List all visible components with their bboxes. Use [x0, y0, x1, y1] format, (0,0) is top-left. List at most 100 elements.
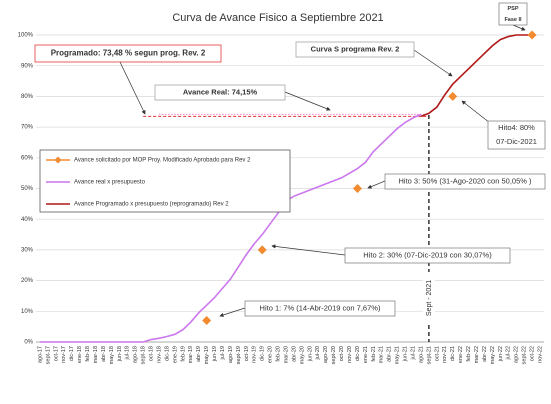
annotation-arrow — [271, 244, 346, 256]
x-tick-label: nov-17 — [61, 346, 67, 363]
x-tick-label: mar-20 — [283, 346, 289, 363]
x-tick-label: jul-20 — [315, 346, 321, 360]
annotation-arrow — [413, 49, 453, 77]
milestone-marker — [527, 30, 537, 40]
x-tick-label: abr-19 — [196, 346, 202, 362]
annotation-box — [384, 173, 546, 190]
vertical-line-label: Sept - 2021 — [426, 280, 433, 316]
x-tick-label: dic-17 — [69, 346, 75, 361]
annotation-arrow — [367, 180, 386, 189]
annotation-box — [487, 120, 546, 150]
x-tick-label: jun-18 — [117, 346, 123, 362]
legend-box — [39, 149, 291, 213]
x-tick-label: ene-20 — [268, 346, 274, 363]
x-tick-label: jul-21 — [410, 346, 416, 360]
x-tick-label: sept-22 — [522, 346, 528, 364]
x-tick-label: abr-18 — [101, 346, 107, 362]
annotation-arrow — [461, 100, 491, 124]
y-tick-label: 60% — [21, 155, 34, 161]
x-tick-label: oct-18 — [149, 346, 155, 361]
x-tick-label: ago-18 — [133, 346, 139, 363]
y-tick-label: 50% — [21, 186, 34, 192]
x-tick-label: nov-21 — [442, 346, 448, 363]
x-tick-label: jun-19 — [212, 346, 218, 362]
legend-marker — [54, 156, 62, 164]
x-tick-label: ene-18 — [77, 346, 83, 363]
annotation-text: Curva S programa Rev. 2 — [311, 44, 400, 53]
x-tick-label: jul-19 — [220, 346, 226, 360]
y-tick-label: 40% — [21, 217, 34, 223]
annotation-text: Hito 1: 7% (14-Abr-2019 con 7,67%) — [260, 303, 381, 312]
annotation-box — [154, 84, 286, 101]
x-tick-label: jun-22 — [498, 346, 504, 362]
x-tick-label: oct-17 — [53, 346, 59, 361]
x-tick-label: ago-19 — [228, 346, 234, 363]
annotation-box — [498, 2, 528, 26]
x-tick-label: dic-19 — [260, 346, 266, 361]
series-line — [420, 34, 533, 118]
x-tick-label: mar-18 — [93, 346, 99, 363]
x-tick-label: nov-22 — [537, 346, 543, 363]
annotation-arrow — [119, 61, 146, 115]
x-tick-label: ago-20 — [323, 346, 329, 363]
x-tick-label: nov-20 — [347, 346, 353, 363]
annotation-text: Hito 2: 30% (07-Dic-2019 con 30,07%) — [363, 250, 492, 259]
x-tick-label: oct-20 — [339, 346, 345, 361]
y-tick-label: 30% — [21, 247, 34, 253]
x-tick-label: ene-19 — [172, 346, 178, 363]
legend-label: Avance Programado x presupuesto (reprogr… — [74, 202, 229, 208]
series-line — [39, 113, 422, 343]
x-tick-label: ene-21 — [363, 346, 369, 363]
annotation-box — [344, 247, 511, 264]
annotation-text: Avance Real: 74,15% — [183, 87, 258, 96]
x-tick-label: jul-22 — [506, 346, 512, 360]
x-tick-label: abr-22 — [482, 346, 488, 362]
x-tick-label: dic-20 — [355, 346, 361, 361]
x-tick-label: dic-21 — [450, 346, 456, 361]
x-tick-label: ago-22 — [514, 346, 520, 363]
annotation-arrow — [219, 307, 246, 317]
x-tick-label: feb-20 — [276, 346, 282, 362]
annotation-text: 07-Dic-2021 — [496, 137, 537, 146]
annotation-box — [244, 300, 396, 317]
y-tick-label: 10% — [21, 309, 34, 315]
annotation-text: Programado: 73,48 % segun prog. Rev. 2 — [51, 49, 206, 58]
milestone-marker — [352, 184, 362, 193]
milestone-marker — [257, 245, 267, 255]
x-tick-label: jul-18 — [125, 346, 131, 360]
annotation-text: Hito4: 80% — [498, 123, 535, 132]
x-tick-label: mar-21 — [379, 346, 385, 363]
x-tick-label: feb-21 — [371, 346, 377, 362]
annotation-arrow — [512, 24, 526, 31]
x-tick-label: jun-20 — [307, 346, 313, 362]
annotation-text: Fase II — [504, 17, 522, 23]
annotation-text: Hito 3: 50% (31-Ago-2020 con 50,05% ) — [399, 176, 532, 185]
x-tick-label: ago-17 — [37, 346, 43, 363]
vertical-label-bg — [422, 272, 435, 324]
x-tick-label: abr-21 — [387, 346, 393, 362]
x-tick-label: mar-22 — [474, 346, 480, 363]
x-tick-label: oct-19 — [244, 346, 250, 361]
x-tick-label: may-19 — [204, 346, 210, 364]
x-tick-label: may-18 — [109, 346, 115, 364]
x-tick-label: feb-19 — [180, 346, 186, 362]
milestone-marker — [448, 91, 458, 101]
x-tick-label: dic-18 — [164, 346, 170, 361]
x-tick-label: nov-18 — [156, 346, 162, 363]
x-tick-label: oct-21 — [434, 346, 440, 361]
chart-title: Curva de Avance Fisico a Septiembre 2021 — [172, 12, 383, 24]
milestone-marker — [202, 316, 212, 326]
x-tick-label: may-21 — [395, 346, 401, 364]
x-tick-label: ene-22 — [458, 346, 464, 363]
x-tick-label: may-20 — [299, 346, 305, 364]
annotation-text: PSP — [507, 6, 518, 12]
x-tick-label: sept-17 — [45, 346, 51, 364]
legend-label: Avance solicitado por MOP Proy. Modifica… — [74, 158, 251, 164]
x-tick-label: sept-19 — [236, 346, 242, 364]
x-tick-label: feb-22 — [466, 346, 472, 362]
x-tick-label: sept-21 — [426, 346, 432, 364]
x-tick-label: jun-21 — [403, 346, 409, 362]
x-tick-label: nov-19 — [252, 346, 258, 363]
annotation-box — [295, 41, 415, 58]
